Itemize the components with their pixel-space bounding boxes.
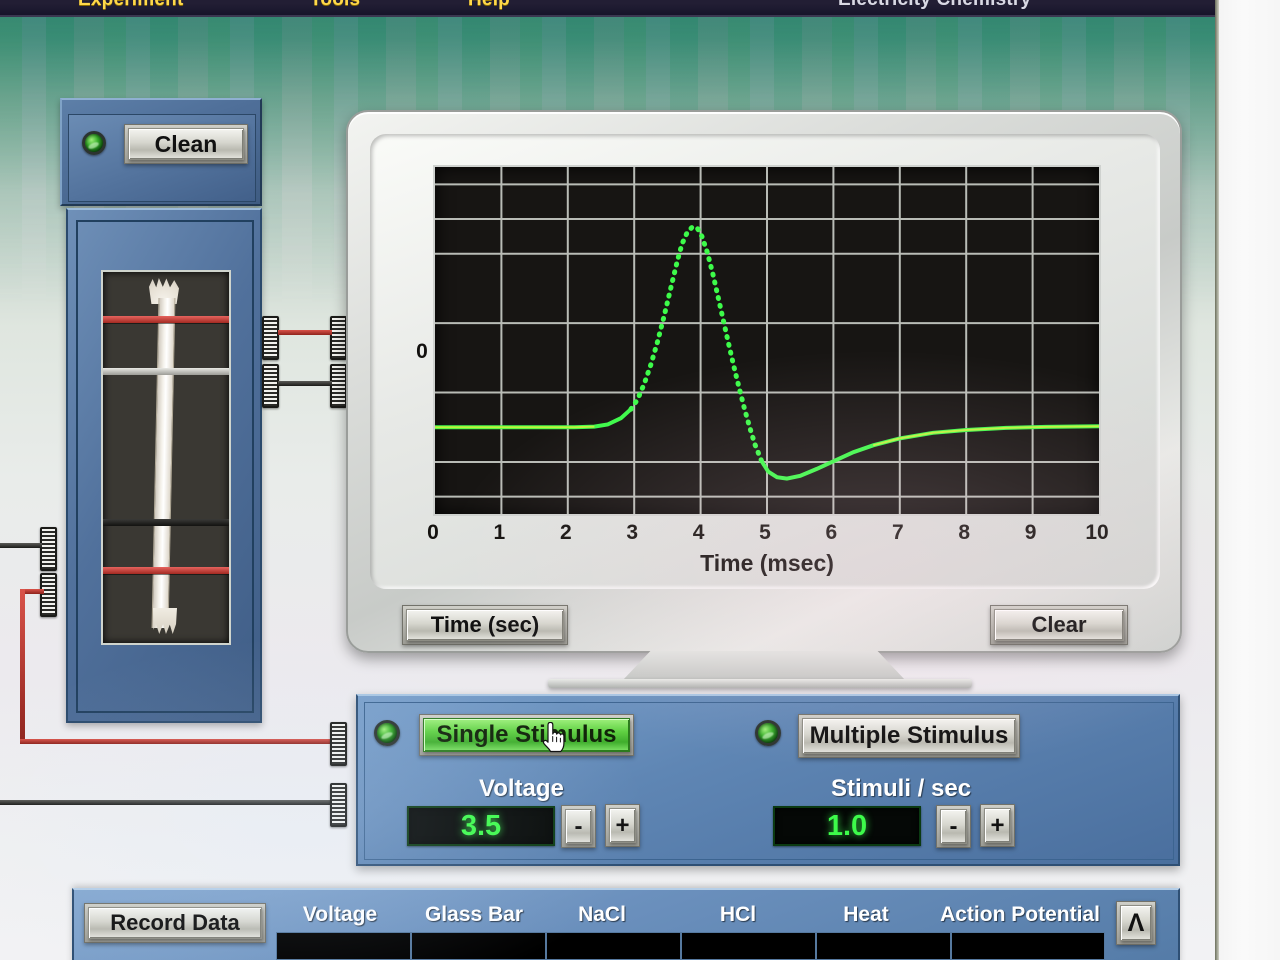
wire-upper-red [278, 330, 332, 335]
scroll-up-bezel: Λ [1116, 901, 1156, 945]
y-axis-zero-label: 0 [416, 340, 428, 363]
table-cell-empty [546, 932, 681, 960]
table-cell-empty [681, 932, 816, 960]
table-cell-empty [276, 932, 411, 960]
simulation-screen: Experiment Tools Help Electricity Chemis… [0, 0, 1218, 960]
x-tick-9: 9 [1024, 521, 1037, 544]
record-data-bezel: Record Data [84, 903, 266, 943]
multiple-stimulus-bezel: Multiple Stimulus [798, 714, 1020, 758]
x-tick-5: 5 [759, 521, 771, 544]
wire-left-red-vertical [20, 589, 25, 744]
oscilloscope-base [548, 679, 972, 688]
wire-left-red-stub [20, 589, 44, 594]
off-screen-wall [1218, 0, 1280, 960]
time-sec-button[interactable]: Time (sec) [406, 609, 564, 641]
nerve-chamber-inner [76, 220, 254, 713]
column-header-voltage: Voltage [302, 903, 378, 926]
wire-bottom-black-run [0, 800, 338, 805]
nerve-tip-icon [153, 608, 177, 634]
column-header-glass-bar: Glass Bar [424, 903, 524, 926]
multiple-stimulus-button[interactable]: Multiple Stimulus [802, 718, 1016, 754]
stimuli-readout: 1.0 [773, 806, 921, 846]
terminal-bottom-red[interactable] [330, 722, 347, 766]
menu-bar: Experiment Tools Help Electricity Chemis… [0, 0, 1218, 17]
terminal-left-upper-red[interactable] [262, 316, 279, 360]
stimuli-per-sec-label: Stimuli / sec [831, 775, 972, 802]
terminal-far-left-black[interactable] [40, 527, 57, 571]
oscilloscope-crt-display[interactable] [433, 165, 1101, 516]
stimuli-increment-button[interactable]: + [984, 808, 1011, 843]
menu-item-help[interactable]: Help [468, 0, 510, 11]
plot-grid [435, 167, 1099, 514]
stimuli-decrement-bezel: - [936, 805, 971, 848]
x-axis-tick-labels: 0 1 2 3 4 5 6 7 8 9 10 [427, 521, 1109, 549]
column-header-heat: Heat [843, 903, 889, 926]
terminal-left-lower-black[interactable] [262, 364, 279, 408]
x-tick-10: 10 [1085, 521, 1109, 544]
wire-bottom-red-run [20, 739, 338, 744]
x-tick-1: 1 [493, 521, 506, 544]
column-header-nacl: NaCl [578, 903, 626, 926]
multiple-stimulus-led-icon [755, 720, 781, 746]
x-tick-6: 6 [825, 521, 838, 544]
stimulating-electrode-bar-bottom[interactable] [103, 567, 229, 574]
terminal-right-lower-black[interactable] [330, 364, 347, 408]
clean-button[interactable]: Clean [128, 128, 244, 160]
app-title: Electricity Chemistry [838, 0, 1031, 11]
x-axis-title: Time (msec) [700, 550, 834, 576]
single-stimulus-bezel: Single Stimulus [419, 714, 634, 756]
wire-left-black-run [0, 543, 42, 548]
table-cell-empty [816, 932, 951, 960]
clean-led-icon [82, 131, 106, 155]
scroll-up-button[interactable]: Λ [1120, 905, 1152, 941]
voltage-increment-button[interactable]: + [609, 808, 636, 843]
terminal-bottom-black[interactable] [330, 783, 347, 827]
voltage-increment-bezel: + [605, 804, 640, 847]
x-tick-7: 7 [891, 521, 904, 544]
record-data-button[interactable]: Record Data [88, 907, 262, 939]
voltage-decrement-button[interactable]: - [565, 809, 592, 844]
clean-button-bezel: Clean [124, 124, 248, 164]
stimuli-decrement-button[interactable]: - [940, 809, 967, 844]
recording-electrode-bar-lower[interactable] [103, 519, 229, 526]
x-tick-3: 3 [626, 521, 639, 544]
x-tick-8: 8 [958, 521, 971, 544]
x-tick-0: 0 [427, 521, 439, 544]
clear-button[interactable]: Clear [994, 609, 1124, 641]
nerve-chamber-panel [66, 208, 262, 723]
single-stimulus-led-icon [374, 720, 400, 746]
nerve-body-icon [151, 298, 176, 628]
clean-panel: Clean [60, 98, 262, 206]
x-tick-4: 4 [692, 521, 705, 544]
terminal-right-upper-red[interactable] [330, 316, 347, 360]
recording-electrode-bar-upper[interactable] [103, 368, 229, 375]
nerve-specimen-stage[interactable] [101, 270, 231, 645]
screen-edge [1215, 0, 1219, 960]
menu-item-tools[interactable]: Tools [310, 0, 360, 11]
time-button-bezel: Time (sec) [402, 605, 568, 645]
menu-item-experiment[interactable]: Experiment [78, 0, 183, 11]
stimulus-panel-inner [364, 702, 1174, 860]
table-cell-empty [951, 932, 1105, 960]
wire-upper-black [278, 381, 332, 386]
x-tick-2: 2 [559, 521, 572, 544]
column-header-action-potential: Action Potential [940, 903, 1100, 926]
stimuli-increment-bezel: + [980, 804, 1015, 847]
voltage-decrement-bezel: - [561, 805, 596, 848]
voltage-label: Voltage [479, 775, 564, 802]
oscilloscope-neck [622, 651, 906, 681]
clear-button-bezel: Clear [990, 605, 1128, 645]
stimulating-electrode-bar-top[interactable] [103, 316, 229, 323]
table-cell-empty [411, 932, 546, 960]
action-potential-trace [435, 223, 1099, 481]
column-header-hcl: HCl [719, 903, 757, 926]
voltage-readout: 3.5 [407, 806, 555, 846]
single-stimulus-button[interactable]: Single Stimulus [423, 718, 630, 752]
terminal-far-left-red[interactable] [40, 573, 57, 617]
